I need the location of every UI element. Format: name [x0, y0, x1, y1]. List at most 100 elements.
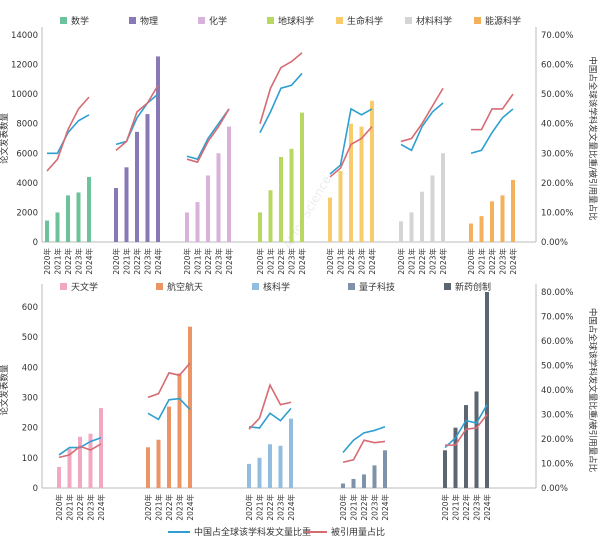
bar: [359, 126, 364, 242]
x-tick-label: 2024年: [224, 248, 234, 275]
group-物理: 2020年 2021年 2022年 2023年 2024年: [111, 56, 163, 275]
bar: [146, 447, 150, 488]
x-tick-label: 2023年: [143, 248, 153, 275]
y2-tick-label: 50.00%: [541, 362, 573, 372]
y2-tick-label: 30.00%: [541, 411, 573, 421]
x-tick-label: 2023年: [74, 248, 84, 275]
bar: [362, 474, 366, 488]
bar: [289, 148, 294, 242]
x-tick-label: 2021年: [122, 248, 132, 275]
group-量子科技: 2020年 2021年 2022年 2023年 2024年: [338, 425, 390, 521]
x-tick-label: 2024年: [438, 248, 448, 275]
group-能源科学: 2020年 2021年 2022年 2023年 2024年: [466, 93, 518, 275]
x-tick-label: 2020年: [111, 248, 121, 275]
bar: [247, 463, 251, 488]
y2-tick-label: 0.00%: [541, 238, 568, 248]
cited-line: [58, 443, 102, 459]
x-tick-label: 2020年: [325, 248, 335, 275]
bar: [99, 408, 103, 488]
x-tick-label: 2021年: [349, 494, 359, 521]
y-tick-label: 10000: [11, 90, 38, 100]
y-axis-title: 论文发表数量: [0, 113, 10, 165]
legend-label: 物理: [140, 15, 158, 27]
y-tick-label: 500: [22, 333, 38, 343]
legend-label: 天文学: [71, 281, 98, 293]
bar: [351, 478, 356, 488]
cited-line: [471, 93, 514, 131]
y2-axis-title: 中国占全球该学科发文量比重/被引用量占比: [587, 56, 598, 220]
bar: [268, 190, 273, 242]
share-line: [329, 107, 373, 175]
x-tick-label: 2023年: [472, 494, 482, 521]
y-tick-label: 14000: [11, 31, 38, 41]
watermark-text: AI for Science: [280, 173, 333, 251]
y2-tick-label: 20.00%: [541, 179, 573, 189]
x-tick-label: 2021年: [451, 494, 461, 521]
bar: [289, 418, 293, 488]
legend-swatch: [267, 17, 274, 24]
bar: [372, 465, 377, 488]
x-tick-label: 2022年: [487, 248, 497, 275]
x-tick-label: 2021年: [193, 248, 203, 275]
legend-swatch: [348, 283, 355, 290]
x-tick-label: 2021年: [477, 248, 487, 275]
cited-line: [400, 87, 444, 143]
bar: [135, 131, 139, 242]
legend-swatch: [60, 283, 67, 290]
bar: [278, 445, 283, 488]
bar: [300, 112, 304, 242]
bar: [156, 439, 161, 488]
bar: [177, 373, 182, 488]
cited-line: [342, 439, 386, 464]
legend-label: 量子科技: [359, 281, 395, 293]
group-化学: 2020年 2021年 2022年 2023年 2024年: [182, 108, 234, 275]
bar: [156, 56, 160, 242]
y2-tick-label: 80.00%: [541, 288, 573, 298]
y-tick-label: 0: [33, 238, 38, 248]
bar: [328, 197, 332, 242]
x-tick-label: 2022年: [164, 494, 174, 521]
legend-swatch: [60, 17, 67, 24]
x-tick-label: 2021年: [336, 248, 346, 275]
bar: [167, 406, 171, 488]
bar: [76, 192, 81, 242]
cited-line: [248, 383, 292, 430]
legend-swatch: [129, 17, 136, 24]
x-tick-label: 2022年: [63, 248, 73, 275]
y2-tick-label: 70.00%: [541, 313, 573, 323]
group-新药创制: 2020年 2021年 2022年 2023年 2024年: [440, 292, 492, 521]
share-line: [470, 108, 514, 155]
cited-line: [147, 362, 191, 399]
legend-label: 能源科学: [485, 15, 521, 27]
legend-label: 数学: [71, 15, 89, 27]
y-tick-label: 6000: [16, 149, 38, 159]
x-tick-label: 2024年: [380, 494, 390, 521]
chart-2: 0 100 200 300 400 500 600 0.00% 10.00% 20.00% 30.0…: [0, 281, 598, 521]
group-地球科学: 2020年 2021年 2022年 2023年 2024年: [255, 52, 307, 275]
cited-line: [259, 52, 303, 124]
y2-tick-label: 10.00%: [541, 208, 573, 218]
bar: [124, 167, 129, 242]
bar: [370, 100, 374, 243]
share-line: [248, 407, 292, 429]
x-tick-label: 2022年: [75, 494, 85, 521]
legend-swatch: [474, 17, 481, 24]
x-tick-label: 2022年: [359, 494, 369, 521]
y-tick-label: 100: [22, 454, 38, 464]
y-axis-title: 论文发表数量: [0, 364, 10, 416]
y-tick-label: 2000: [16, 208, 38, 218]
bar: [500, 195, 505, 242]
bar: [469, 223, 473, 242]
x-tick-label: 2020年: [338, 494, 348, 521]
cited-line: [329, 126, 373, 178]
bar: [55, 212, 60, 242]
share-line: [186, 108, 230, 161]
x-tick-label: 2020年: [255, 248, 265, 275]
x-tick-label: 2021年: [407, 248, 417, 275]
bar: [338, 171, 343, 242]
bar: [185, 212, 189, 242]
bar: [67, 448, 72, 488]
cited-line: [186, 108, 230, 164]
x-tick-label: 2020年: [42, 248, 52, 275]
